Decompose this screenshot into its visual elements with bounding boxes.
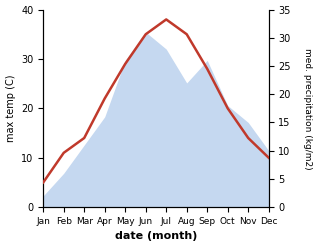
Y-axis label: med. precipitation (kg/m2): med. precipitation (kg/m2)	[303, 48, 313, 169]
X-axis label: date (month): date (month)	[115, 231, 197, 242]
Y-axis label: max temp (C): max temp (C)	[5, 75, 16, 142]
